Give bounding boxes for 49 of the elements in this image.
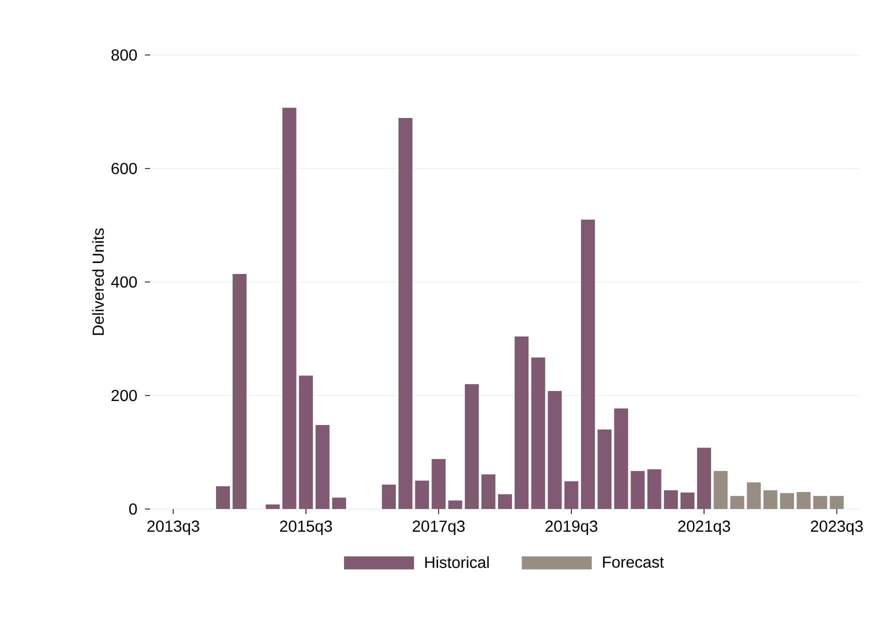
- y-tick-label: 800: [111, 49, 137, 61]
- bar: [697, 448, 712, 509]
- bar: [216, 486, 230, 509]
- bar: [598, 430, 612, 509]
- bar: [714, 470, 728, 509]
- bar: [580, 220, 595, 509]
- bar: [298, 376, 313, 509]
- bar: [514, 336, 529, 509]
- bar: [730, 496, 744, 509]
- bar: [415, 480, 430, 509]
- bar: [448, 500, 462, 509]
- bar: [316, 425, 330, 509]
- bar: [398, 118, 412, 509]
- x-tick-label: 2023q3: [810, 520, 863, 536]
- y-tick-label: 400: [111, 276, 137, 288]
- y-axis-title: Delivered Units: [92, 228, 104, 335]
- bar: [830, 496, 844, 509]
- bar: [282, 108, 296, 509]
- x-tick-label: 2017q3: [412, 520, 465, 536]
- bar: [614, 408, 628, 509]
- legend-label: Historical: [425, 556, 489, 568]
- bar: [464, 384, 479, 509]
- x-tick-label: 2013q3: [147, 520, 200, 536]
- bar: [481, 474, 496, 509]
- legend-label: Forecast: [603, 556, 664, 568]
- bar: [266, 504, 280, 509]
- bar: [763, 490, 778, 509]
- x-tick-label: 2021q3: [678, 520, 730, 536]
- bar: [332, 498, 346, 509]
- y-tick-label: 600: [112, 162, 137, 174]
- bar: [664, 490, 678, 509]
- bar: [232, 274, 247, 509]
- bar: [647, 469, 662, 509]
- bar: [498, 494, 512, 509]
- bar: [813, 496, 828, 509]
- bar: [564, 481, 578, 509]
- bar: [780, 493, 794, 509]
- bar: [796, 492, 811, 509]
- bar: [531, 357, 546, 509]
- y-tick-label: 0: [129, 503, 137, 515]
- x-tick-label: 2015q3: [280, 520, 332, 536]
- x-tick-label: 2019q3: [545, 520, 598, 536]
- bar: [630, 470, 645, 509]
- y-tick-label: 200: [112, 390, 137, 402]
- bar: [680, 492, 694, 509]
- bar: [548, 390, 562, 509]
- bar: [432, 459, 446, 509]
- bar: [746, 482, 761, 509]
- bar: [382, 484, 396, 509]
